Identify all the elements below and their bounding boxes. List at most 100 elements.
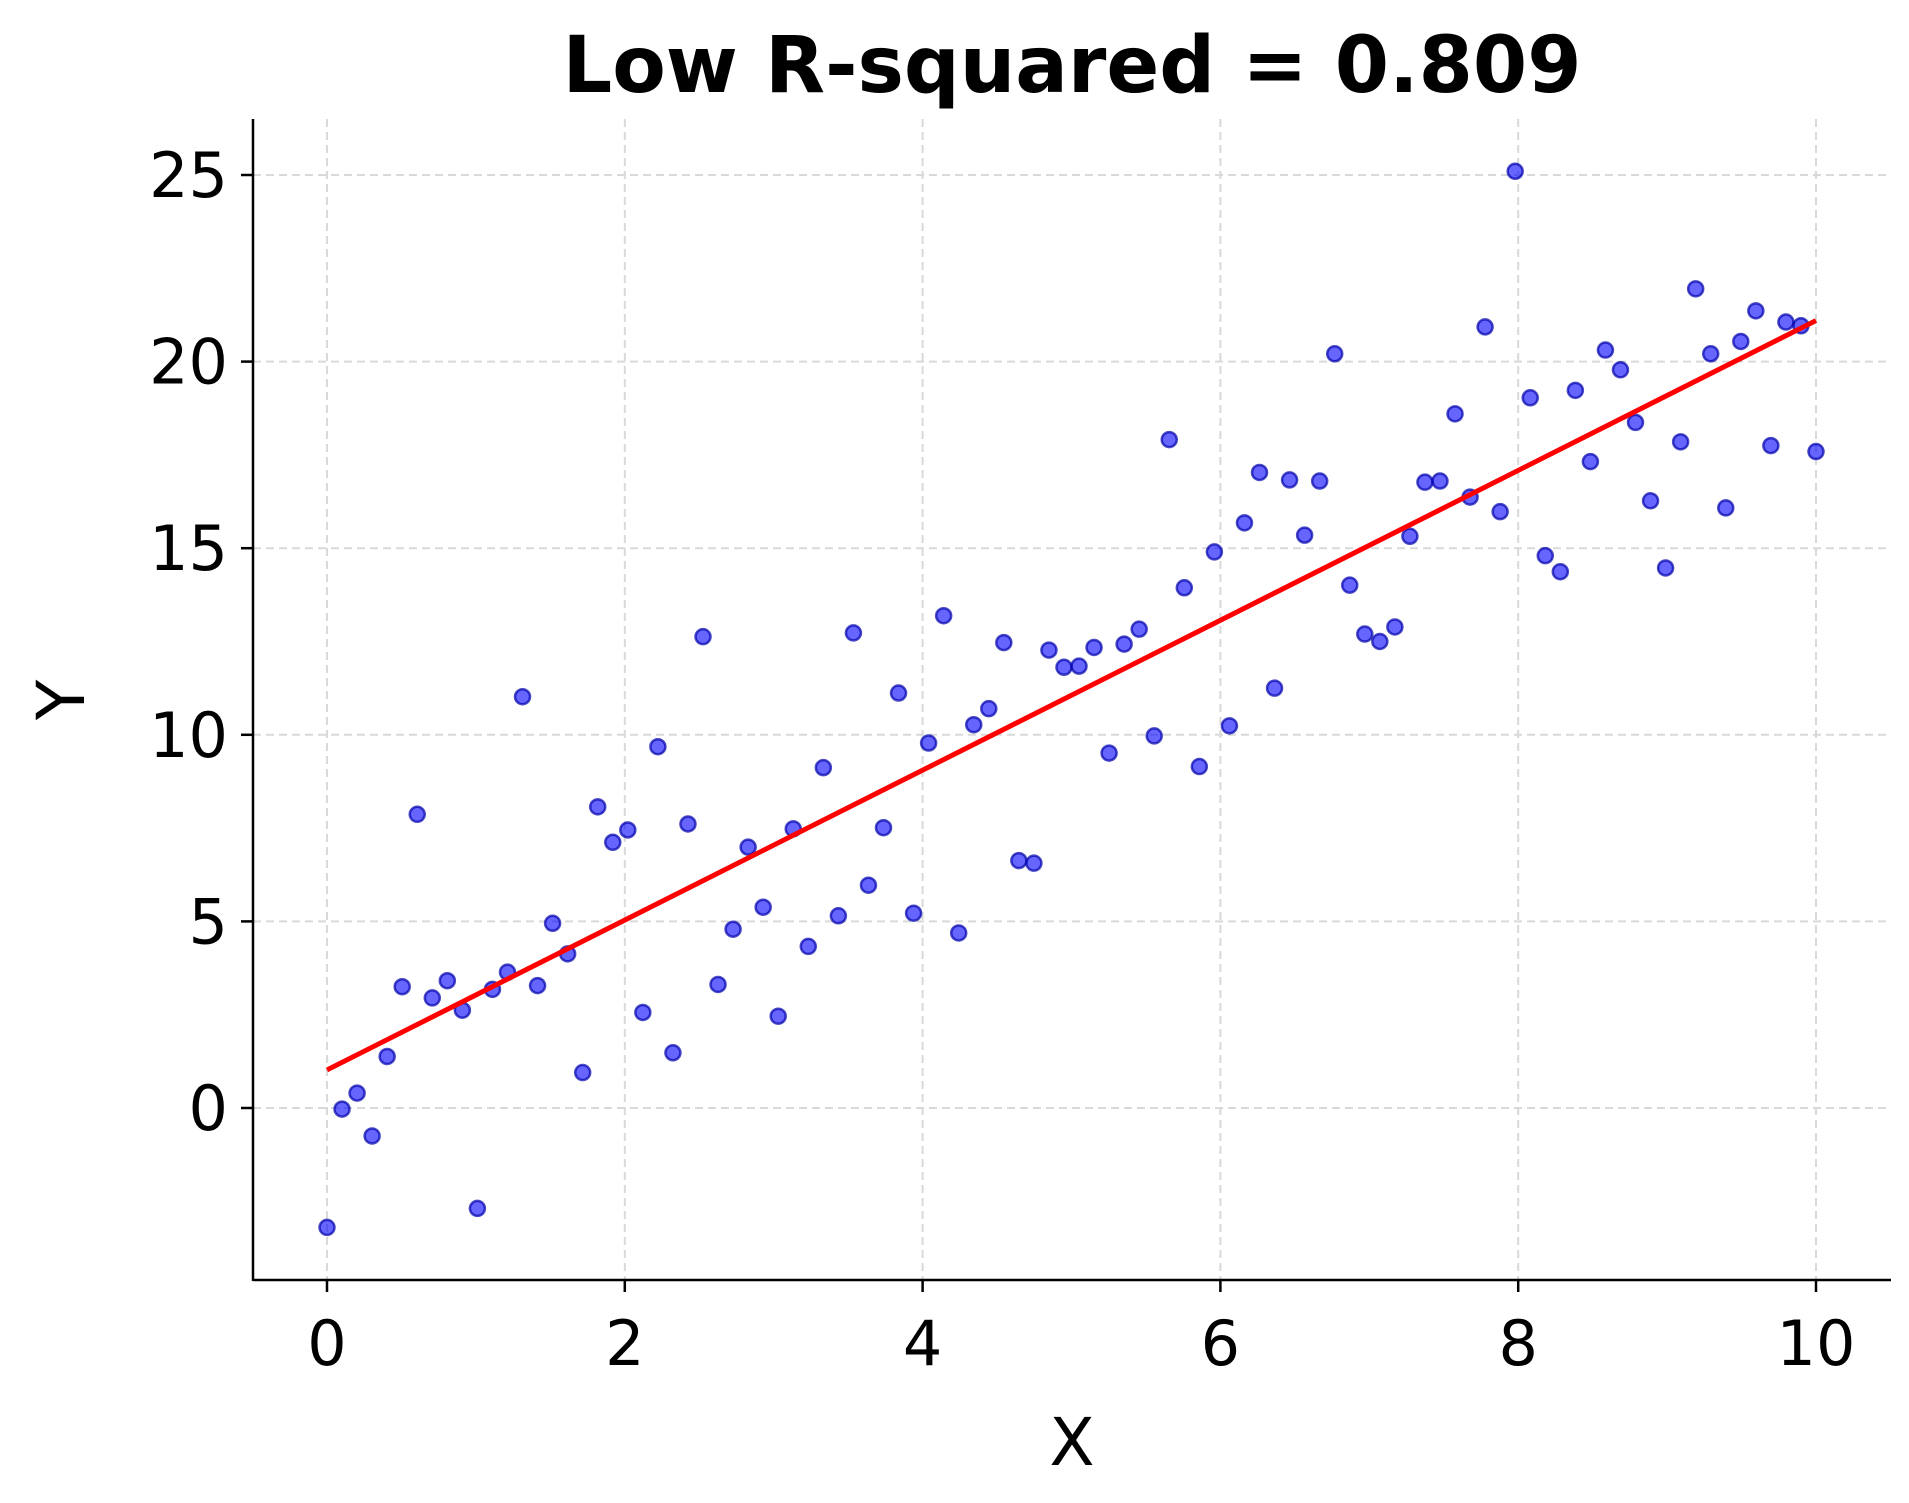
data-point <box>1581 452 1600 471</box>
data-point <box>1536 546 1555 565</box>
data-point <box>799 937 818 956</box>
data-point <box>588 798 607 816</box>
y-tick-label: 5 <box>189 885 228 958</box>
data-point <box>1340 576 1359 594</box>
data-point <box>1656 559 1675 577</box>
data-point <box>333 1100 351 1118</box>
data-points <box>318 162 1825 1237</box>
data-point <box>1070 657 1088 675</box>
y-tick-label: 15 <box>149 512 228 585</box>
data-point <box>1325 345 1344 363</box>
data-point <box>724 920 742 938</box>
data-point <box>964 715 983 734</box>
data-point <box>1010 851 1028 870</box>
data-point <box>844 624 863 642</box>
data-point <box>1100 744 1118 762</box>
data-point <box>739 838 757 856</box>
y-tick-label: 25 <box>149 139 228 212</box>
data-point <box>1220 717 1239 735</box>
x-tick-label: 8 <box>1498 1307 1537 1380</box>
data-point <box>1747 302 1765 320</box>
data-point <box>318 1218 336 1237</box>
chart-title: Low R-squared = 0.809 <box>563 21 1582 111</box>
data-point <box>754 898 772 916</box>
data-point <box>995 633 1013 652</box>
data-point <box>1401 527 1419 546</box>
data-point <box>934 606 953 625</box>
data-point <box>664 1044 682 1062</box>
data-point <box>1235 514 1254 532</box>
data-point <box>1686 280 1705 298</box>
data-point <box>649 737 667 756</box>
x-tick-label: 10 <box>1777 1307 1856 1380</box>
ticks: 0 2 4 6 8 10 0 5 10 15 20 25 <box>149 139 1855 1380</box>
data-point <box>1160 430 1179 449</box>
data-point <box>1175 579 1194 597</box>
data-point <box>829 907 848 925</box>
data-point <box>1190 757 1209 776</box>
fit-line <box>325 318 1818 1073</box>
data-point <box>814 758 833 777</box>
data-point <box>1446 405 1464 423</box>
data-point <box>1371 632 1389 651</box>
data-point <box>1280 471 1299 489</box>
data-point <box>1596 341 1615 359</box>
data-point <box>1551 562 1570 581</box>
grid <box>253 119 1891 1280</box>
y-axis-label: Y <box>23 679 100 721</box>
data-point <box>694 627 712 646</box>
data-point <box>438 971 457 990</box>
data-point <box>1762 436 1780 455</box>
data-point <box>1310 472 1329 490</box>
data-point <box>1145 727 1163 745</box>
data-point <box>1566 381 1585 400</box>
data-point <box>889 684 908 702</box>
y-tick-label: 20 <box>149 326 228 399</box>
data-point <box>1626 413 1645 432</box>
y-tick-label: 10 <box>149 699 228 772</box>
data-point <box>1115 635 1133 653</box>
data-point <box>528 976 547 995</box>
data-point <box>980 699 998 718</box>
data-point <box>543 914 562 933</box>
data-point <box>1295 526 1314 544</box>
data-point <box>1040 641 1058 659</box>
data-point <box>408 805 426 824</box>
data-point <box>348 1084 366 1102</box>
data-point <box>573 1063 592 1082</box>
data-point <box>1250 463 1269 482</box>
data-point <box>363 1127 381 1145</box>
data-point <box>1085 638 1103 657</box>
x-tick-label: 0 <box>307 1307 346 1380</box>
data-point <box>634 1003 652 1022</box>
data-point <box>1506 162 1524 181</box>
x-tick-label: 2 <box>605 1307 644 1380</box>
data-point <box>1491 502 1509 521</box>
data-point <box>859 876 878 894</box>
x-tick-label: 6 <box>1201 1307 1240 1380</box>
data-point <box>769 1007 787 1025</box>
data-point <box>1130 620 1148 638</box>
data-point <box>1386 618 1404 636</box>
data-point <box>1732 332 1750 351</box>
data-point <box>1807 442 1825 461</box>
data-point <box>709 975 727 994</box>
data-point <box>1476 318 1494 336</box>
data-point <box>468 1199 487 1218</box>
fit-line-group <box>325 318 1818 1073</box>
x-axis-label: X <box>1049 1404 1094 1481</box>
data-point <box>1205 543 1224 561</box>
data-point <box>904 904 923 922</box>
data-point <box>1025 854 1043 872</box>
data-point <box>874 818 893 837</box>
data-point <box>1356 625 1374 643</box>
data-point <box>393 977 411 996</box>
data-point <box>1055 658 1073 677</box>
data-point <box>423 989 442 1007</box>
data-point <box>1701 345 1720 363</box>
data-point <box>1521 389 1539 407</box>
data-point <box>619 821 637 839</box>
data-point <box>378 1047 396 1066</box>
data-point <box>1416 473 1434 491</box>
